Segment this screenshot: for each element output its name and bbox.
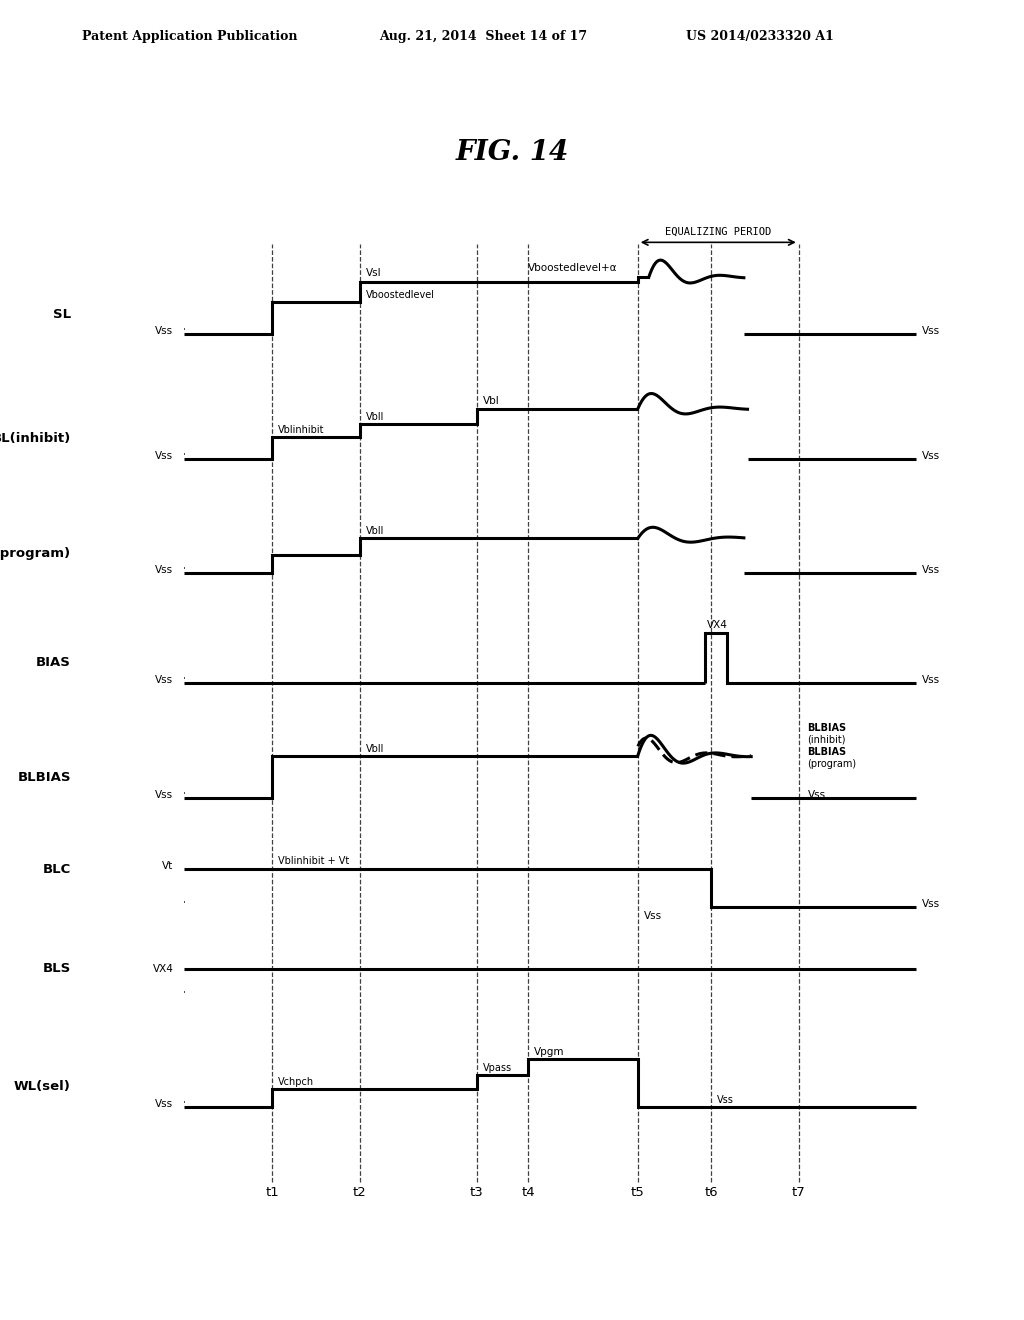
Text: Vss: Vss: [644, 911, 662, 921]
Text: Vbll: Vbll: [366, 743, 384, 754]
Text: Vss: Vss: [922, 326, 940, 337]
Text: VX4: VX4: [153, 964, 173, 974]
Text: Vss: Vss: [156, 565, 173, 576]
Text: Vss: Vss: [922, 450, 940, 461]
Text: Vss: Vss: [922, 675, 940, 685]
Text: BL(inhibit): BL(inhibit): [0, 432, 71, 445]
Text: Patent Application Publication: Patent Application Publication: [82, 30, 297, 44]
Text: Vpass: Vpass: [482, 1063, 512, 1073]
Text: Aug. 21, 2014  Sheet 14 of 17: Aug. 21, 2014 Sheet 14 of 17: [379, 30, 587, 44]
Text: t2: t2: [353, 1187, 367, 1200]
Text: Vboostedlevel: Vboostedlevel: [366, 290, 435, 300]
Text: EQUALIZING PERIOD: EQUALIZING PERIOD: [666, 226, 771, 236]
Text: BL(program): BL(program): [0, 546, 71, 560]
Text: BLBIAS: BLBIAS: [808, 747, 847, 756]
Text: Vboostedlevel+α: Vboostedlevel+α: [528, 263, 617, 273]
Text: Vss: Vss: [156, 326, 173, 337]
Text: t5: t5: [631, 1187, 645, 1200]
Text: (inhibit): (inhibit): [808, 735, 846, 744]
Text: Vsl: Vsl: [366, 268, 381, 279]
Text: Vblinhibit + Vt: Vblinhibit + Vt: [278, 857, 349, 866]
Text: Vss: Vss: [922, 565, 940, 576]
Text: t4: t4: [521, 1187, 535, 1200]
Text: Vss: Vss: [922, 899, 940, 909]
Text: Vbl: Vbl: [482, 396, 500, 405]
Text: Vss: Vss: [156, 789, 173, 800]
Text: BIAS: BIAS: [36, 656, 71, 669]
Text: BLC: BLC: [43, 863, 71, 875]
Text: WL(sel): WL(sel): [14, 1080, 71, 1093]
Text: (program): (program): [808, 759, 857, 768]
Text: Vchpch: Vchpch: [278, 1077, 314, 1086]
Text: t3: t3: [470, 1187, 483, 1200]
Text: t6: t6: [705, 1187, 718, 1200]
Text: t7: t7: [792, 1187, 806, 1200]
Text: BLS: BLS: [43, 962, 71, 975]
Text: Vss: Vss: [156, 450, 173, 461]
Text: BLBIAS: BLBIAS: [808, 723, 847, 733]
Text: Vbll: Vbll: [366, 412, 384, 422]
Text: FIG. 14: FIG. 14: [456, 139, 568, 165]
Text: Vss: Vss: [717, 1094, 733, 1105]
Text: SL: SL: [53, 308, 71, 321]
Text: VX4: VX4: [708, 620, 728, 630]
Text: Vbll: Vbll: [366, 527, 384, 536]
Text: t1: t1: [265, 1187, 279, 1200]
Text: Vpgm: Vpgm: [534, 1047, 564, 1057]
Text: US 2014/0233320 A1: US 2014/0233320 A1: [686, 30, 834, 44]
Text: Vblinhibit: Vblinhibit: [278, 425, 325, 434]
Text: Vss: Vss: [156, 675, 173, 685]
Text: Vss: Vss: [808, 789, 825, 800]
Text: Vt: Vt: [162, 861, 173, 871]
Text: Vss: Vss: [156, 1098, 173, 1109]
Text: BLBIAS: BLBIAS: [17, 771, 71, 784]
